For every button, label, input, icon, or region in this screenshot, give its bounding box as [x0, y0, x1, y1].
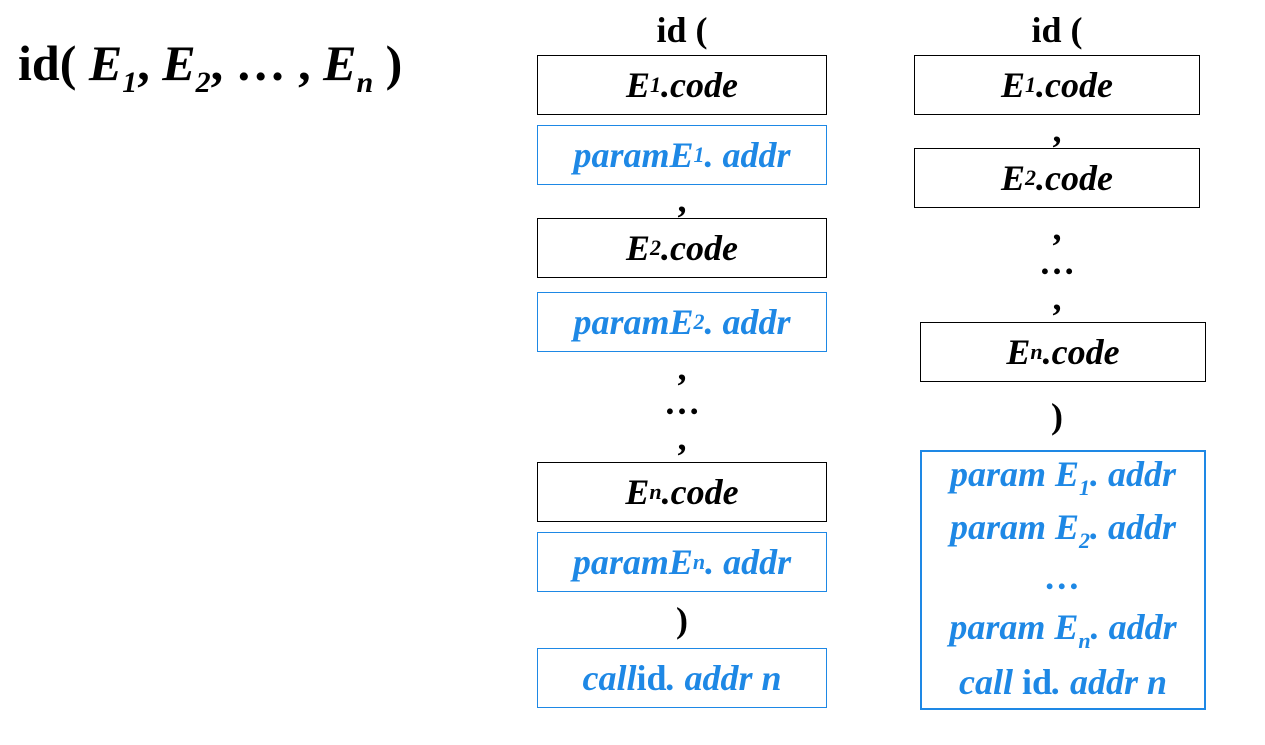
heading-comma-3: , [298, 35, 311, 91]
left-comma-2: , [677, 348, 687, 388]
left-close-paren: ) [676, 600, 688, 640]
right-block-call: call id. addr n [958, 662, 1168, 702]
heading-prefix: id( [18, 35, 77, 91]
right-e2-code-box: E 2 .code [914, 148, 1200, 208]
left-top-label: id ( [656, 10, 708, 50]
heading-e2: E2 [162, 35, 211, 99]
left-comma-1: , [677, 180, 687, 220]
right-param-call-block: param E1. addr param E2. addr … param En… [920, 450, 1206, 710]
heading-close: ) [385, 35, 403, 91]
left-comma-3: , [677, 418, 687, 458]
heading-en: En [323, 35, 374, 99]
function-call-heading: id( E1, E2, … , En ) [18, 28, 402, 98]
left-call-box: call id. addr n [537, 648, 827, 708]
heading-comma-1: , [137, 35, 150, 91]
right-close-paren: ) [1051, 396, 1063, 436]
right-block-param-en: param En. addr [949, 607, 1177, 653]
heading-e1: E1 [88, 35, 138, 99]
left-dots: … [664, 382, 700, 422]
heading-comma-2: , [210, 35, 224, 91]
left-e1-code-box: E 1 .code [537, 55, 827, 115]
right-comma-1: , [1052, 110, 1062, 150]
right-dots: … [1039, 242, 1075, 282]
right-comma-2: , [1052, 208, 1062, 248]
right-block-dots: … [1045, 557, 1081, 597]
right-e1-code-box: E 1 .code [914, 55, 1200, 115]
heading-ellipsis: … [235, 35, 286, 91]
right-top-label: id ( [1031, 10, 1083, 50]
right-comma-3: , [1052, 278, 1062, 318]
right-block-param-e2: param E2. addr [949, 507, 1177, 553]
left-e2-code-box: E 2 .code [537, 218, 827, 278]
right-block-param-e1: param E1. addr [949, 454, 1177, 500]
